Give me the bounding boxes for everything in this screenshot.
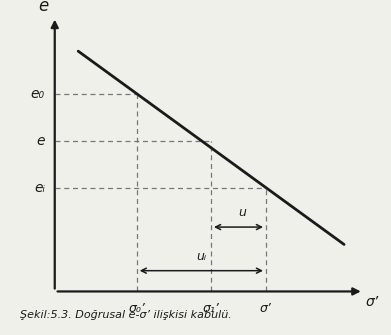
Text: σ₁’: σ₁’ — [203, 302, 220, 315]
Text: σ₀’: σ₀’ — [128, 302, 145, 315]
Text: Şekil:5.3. Doğrusal e-σ’ ilişkisi kabulü.: Şekil:5.3. Doğrusal e-σ’ ilişkisi kabulü… — [20, 310, 231, 320]
Text: u: u — [239, 206, 246, 219]
Text: e: e — [38, 0, 48, 15]
Text: uᵢ: uᵢ — [196, 250, 206, 263]
Text: σ’: σ’ — [366, 295, 379, 309]
Text: e: e — [36, 134, 45, 148]
Text: eᵢ: eᵢ — [34, 181, 45, 195]
Text: σ’: σ’ — [260, 302, 272, 315]
Text: e₀: e₀ — [31, 87, 45, 101]
